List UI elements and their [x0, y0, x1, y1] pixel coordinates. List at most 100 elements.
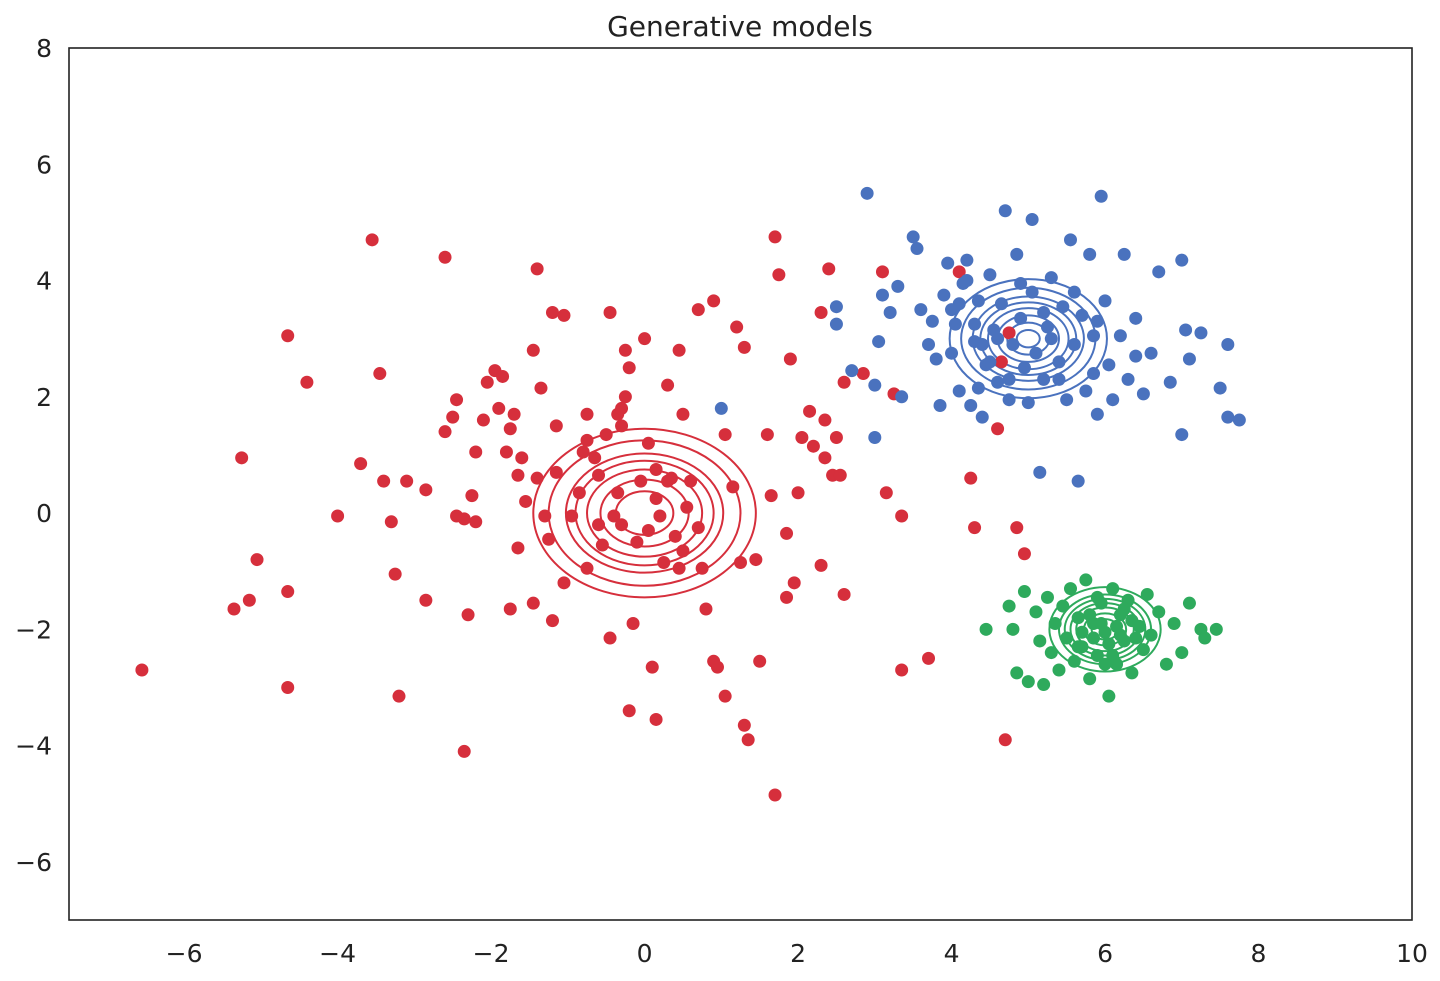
data-point-1-92	[1002, 372, 1016, 386]
data-point-2-3	[1010, 666, 1024, 680]
data-point-0-28	[469, 515, 483, 529]
data-point-1-33	[994, 297, 1008, 311]
data-point-0-4	[235, 451, 249, 465]
data-point-0-126	[829, 430, 843, 444]
data-point-0-134	[895, 663, 909, 677]
data-point-0-131	[875, 265, 889, 279]
plot-frame	[68, 47, 1413, 921]
data-point-1-20	[945, 346, 959, 360]
data-point-0-112	[772, 268, 786, 282]
data-point-1-65	[1121, 372, 1135, 386]
chart-title: Generative models	[607, 10, 873, 43]
data-point-1-22	[952, 384, 966, 398]
data-point-0-144	[1010, 521, 1024, 535]
data-point-1-58	[1090, 407, 1104, 421]
data-point-2-1	[1002, 599, 1016, 613]
data-point-2-35	[1144, 628, 1158, 642]
data-point-2-17	[1071, 611, 1085, 625]
data-point-2-19	[1079, 573, 1093, 587]
data-point-0-70	[611, 486, 625, 500]
data-point-1-45	[1037, 372, 1051, 386]
x-tick-label-1: −4	[319, 939, 356, 968]
data-point-0-15	[388, 567, 402, 581]
data-point-0-81	[641, 436, 655, 450]
data-point-0-105	[741, 733, 755, 747]
data-point-0-92	[676, 544, 690, 558]
data-point-0-30	[469, 445, 483, 459]
data-point-1-41	[1025, 212, 1039, 226]
data-point-2-49	[1075, 625, 1089, 639]
data-point-0-141	[994, 355, 1008, 369]
data-point-2-15	[1063, 582, 1077, 596]
data-point-1-52	[1067, 337, 1081, 351]
x-tick-label-2: −2	[473, 939, 510, 968]
data-point-0-17	[400, 474, 414, 488]
data-point-0-139	[968, 521, 982, 535]
data-point-2-54	[1098, 657, 1112, 671]
data-point-1-7	[875, 288, 889, 302]
data-point-1-2	[829, 300, 843, 314]
data-point-0-136	[922, 651, 936, 665]
y-tick-label-7: 8	[36, 34, 52, 63]
data-point-2-9	[1040, 590, 1054, 604]
data-point-0-45	[530, 471, 544, 485]
data-point-0-79	[630, 535, 644, 549]
data-point-1-21	[948, 317, 962, 331]
data-point-0-76	[615, 518, 629, 532]
data-point-1-77	[1221, 337, 1235, 351]
data-point-1-81	[991, 332, 1005, 346]
data-point-0-55	[557, 308, 571, 322]
data-point-0-65	[595, 538, 609, 552]
data-point-0-149	[676, 407, 690, 421]
data-point-0-82	[645, 660, 659, 674]
data-point-0-111	[768, 230, 782, 244]
data-point-0-121	[814, 558, 828, 572]
data-point-0-143	[1002, 326, 1016, 340]
data-point-0-51	[542, 532, 556, 546]
data-point-1-46	[1040, 320, 1054, 334]
data-point-0-8	[281, 680, 295, 694]
data-point-0-49	[538, 509, 552, 523]
data-point-0-23	[450, 393, 464, 407]
data-point-0-103	[734, 555, 747, 569]
data-point-0-106	[749, 553, 763, 567]
data-point-1-43	[1029, 346, 1043, 360]
data-point-0-122	[818, 451, 832, 465]
data-point-1-93	[1037, 306, 1051, 320]
data-point-1-64	[1117, 247, 1131, 261]
x-tick-label-6: 6	[1097, 939, 1113, 968]
data-point-0-54	[549, 419, 563, 433]
data-point-0-47	[526, 343, 540, 357]
data-point-2-10	[1044, 646, 1058, 660]
data-point-0-80	[641, 524, 655, 538]
data-point-1-53	[1071, 474, 1085, 488]
data-point-0-46	[534, 381, 548, 395]
contour-lines	[532, 278, 1162, 673]
data-point-2-16	[1067, 654, 1081, 668]
data-point-1-85	[1044, 332, 1058, 346]
data-point-2-56	[1087, 631, 1101, 645]
data-point-1-35	[1002, 393, 1016, 407]
data-point-1-70	[1163, 375, 1177, 389]
data-point-1-61	[1102, 358, 1116, 372]
data-point-2-12	[1052, 663, 1066, 677]
data-point-2-48	[1125, 614, 1139, 628]
data-point-1-90	[983, 355, 997, 369]
data-point-0-2	[242, 593, 256, 607]
data-point-0-39	[511, 468, 525, 482]
data-point-1-37	[1010, 247, 1024, 261]
data-point-2-20	[1083, 672, 1097, 686]
data-point-1-14	[922, 337, 936, 351]
data-point-2-11	[1048, 617, 1062, 631]
data-point-0-152	[730, 320, 744, 334]
data-point-0-18	[419, 593, 433, 607]
data-point-1-32	[991, 375, 1005, 389]
data-point-0-50	[545, 614, 559, 628]
data-point-1-25	[964, 399, 978, 413]
data-point-1-42	[1025, 285, 1039, 299]
data-point-1-12	[910, 242, 924, 256]
data-point-0-108	[760, 428, 774, 442]
data-point-0-41	[511, 541, 525, 555]
data-point-0-5	[281, 329, 295, 343]
data-point-0-89	[664, 471, 678, 485]
